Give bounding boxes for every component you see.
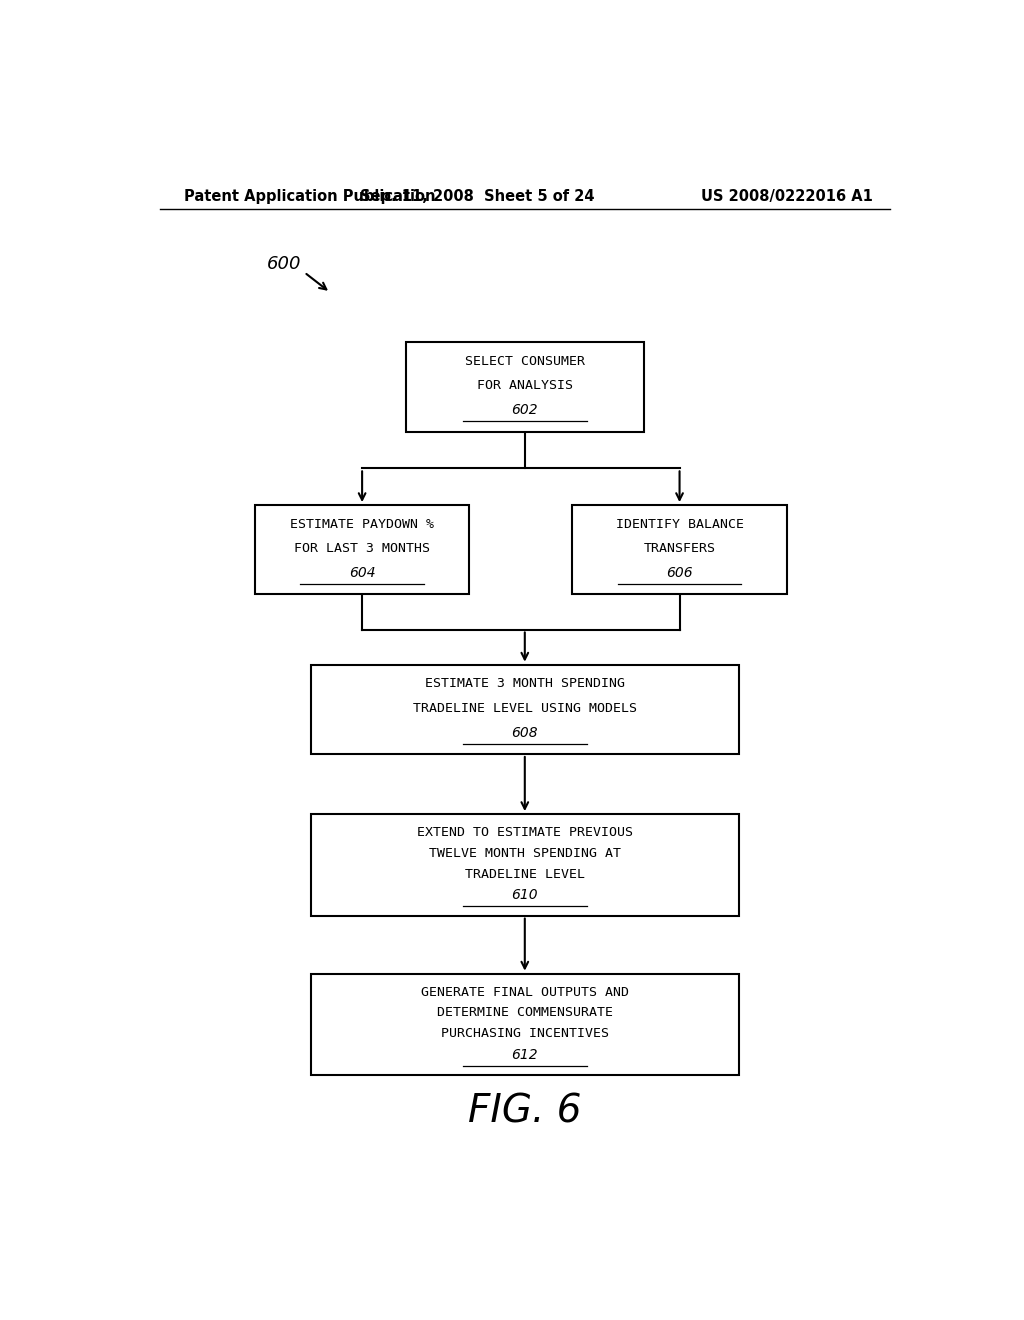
Text: SELECT CONSUMER: SELECT CONSUMER bbox=[465, 355, 585, 368]
Text: US 2008/0222016 A1: US 2008/0222016 A1 bbox=[700, 189, 872, 203]
Text: TRADELINE LEVEL: TRADELINE LEVEL bbox=[465, 867, 585, 880]
Bar bbox=[406, 342, 644, 432]
Text: ESTIMATE 3 MONTH SPENDING: ESTIMATE 3 MONTH SPENDING bbox=[425, 677, 625, 690]
Text: 602: 602 bbox=[511, 404, 539, 417]
Bar bbox=[310, 664, 739, 754]
Bar bbox=[310, 814, 739, 916]
Text: FIG. 6: FIG. 6 bbox=[468, 1093, 582, 1131]
Text: TRADELINE LEVEL USING MODELS: TRADELINE LEVEL USING MODELS bbox=[413, 701, 637, 714]
Text: 604: 604 bbox=[349, 566, 376, 579]
Text: 610: 610 bbox=[511, 888, 539, 902]
Bar bbox=[310, 974, 739, 1076]
Text: DETERMINE COMMENSURATE: DETERMINE COMMENSURATE bbox=[437, 1006, 612, 1019]
Text: Sep. 11, 2008  Sheet 5 of 24: Sep. 11, 2008 Sheet 5 of 24 bbox=[359, 189, 595, 203]
Text: IDENTIFY BALANCE: IDENTIFY BALANCE bbox=[615, 517, 743, 531]
Bar bbox=[255, 506, 469, 594]
Text: GENERATE FINAL OUTPUTS AND: GENERATE FINAL OUTPUTS AND bbox=[421, 986, 629, 998]
Text: 606: 606 bbox=[667, 566, 693, 579]
Text: 612: 612 bbox=[511, 1048, 539, 1061]
Text: TRANSFERS: TRANSFERS bbox=[643, 543, 716, 554]
Bar bbox=[572, 506, 786, 594]
Text: FOR ANALYSIS: FOR ANALYSIS bbox=[477, 379, 572, 392]
Text: FOR LAST 3 MONTHS: FOR LAST 3 MONTHS bbox=[294, 543, 430, 554]
Text: EXTEND TO ESTIMATE PREVIOUS: EXTEND TO ESTIMATE PREVIOUS bbox=[417, 826, 633, 840]
Text: ESTIMATE PAYDOWN %: ESTIMATE PAYDOWN % bbox=[290, 517, 434, 531]
Text: TWELVE MONTH SPENDING AT: TWELVE MONTH SPENDING AT bbox=[429, 847, 621, 859]
Text: PURCHASING INCENTIVES: PURCHASING INCENTIVES bbox=[440, 1027, 609, 1040]
Text: 608: 608 bbox=[511, 726, 539, 739]
Text: Patent Application Publication: Patent Application Publication bbox=[183, 189, 435, 203]
Text: 600: 600 bbox=[267, 255, 301, 273]
